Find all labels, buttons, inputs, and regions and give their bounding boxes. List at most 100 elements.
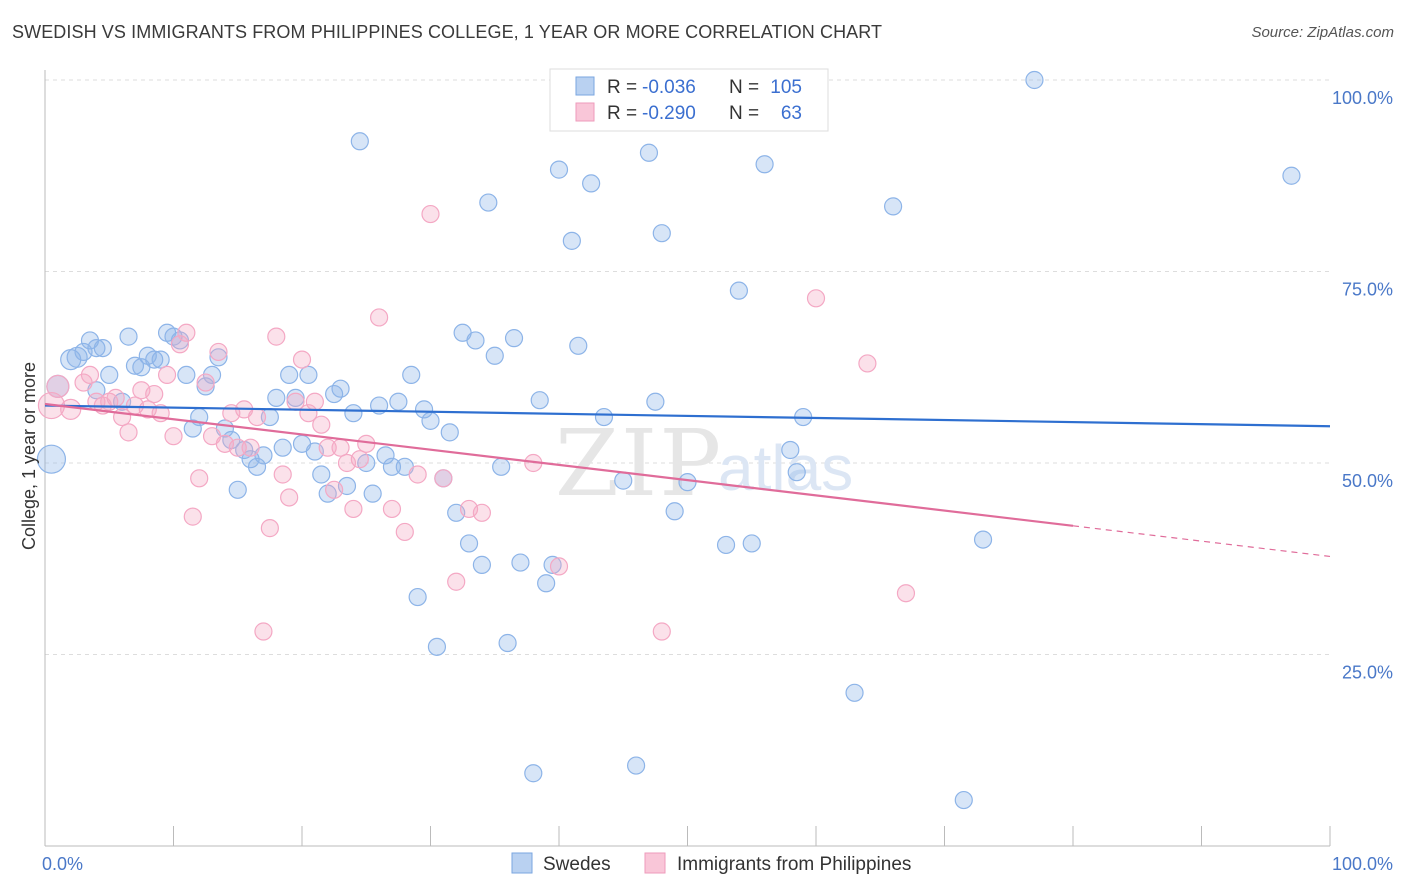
point-swedes <box>678 473 697 492</box>
point-swedes <box>344 404 363 423</box>
point-swedes <box>100 365 119 385</box>
point-swedes <box>382 457 402 476</box>
point-swedes <box>485 346 504 365</box>
point-swedes <box>280 365 299 385</box>
legend-swatch-philippines <box>575 102 595 122</box>
point-swedes <box>845 683 864 702</box>
point-swedes <box>363 484 382 503</box>
point-philippines <box>170 335 190 354</box>
point-swedes <box>511 553 530 572</box>
point-philippines <box>228 438 247 457</box>
point-philippines <box>241 438 260 457</box>
legend-r-label-1: R = <box>607 77 637 98</box>
point-swedes <box>247 457 267 476</box>
point-philippines <box>344 499 363 519</box>
point-philippines <box>260 519 279 538</box>
point-swedes <box>646 392 665 411</box>
series-legend-label-swedes: Swedes <box>543 854 611 875</box>
trend-line-swedes <box>44 404 1331 428</box>
series-legend-label-philippines: Immigrants from Philippines <box>677 854 911 875</box>
point-philippines <box>254 622 273 641</box>
series-legend: Swedes Immigrants from Philippines <box>511 852 911 875</box>
point-swedes <box>1282 166 1301 185</box>
y-tick-labels: 100.0% 75.0% 50.0% 25.0% <box>1332 88 1393 683</box>
point-swedes <box>427 637 447 656</box>
point-philippines <box>858 354 877 373</box>
point-philippines <box>145 384 164 404</box>
point-swedes <box>312 465 331 484</box>
point-swedes <box>414 400 434 419</box>
point-swedes <box>537 574 556 593</box>
legend-r-value-1: -0.036 <box>642 77 696 98</box>
point-swedes <box>119 327 138 346</box>
series-legend-swatch-philippines <box>644 852 666 874</box>
point-swedes <box>209 348 228 367</box>
point-swedes <box>273 438 292 457</box>
point-swedes <box>755 155 774 174</box>
y-tick-label: 100.0% <box>1332 88 1393 108</box>
legend-r-label-2: R = <box>607 103 637 124</box>
point-swedes <box>639 143 659 162</box>
point-philippines <box>209 342 228 362</box>
point-philippines <box>305 392 324 411</box>
point-swedes <box>299 365 318 385</box>
point-philippines <box>350 450 369 469</box>
x-tick-label-right: 100.0% <box>1332 854 1393 874</box>
point-swedes <box>742 534 761 553</box>
point-swedes <box>614 471 633 490</box>
series-legend-swatch-swedes <box>511 852 533 874</box>
point-philippines <box>395 522 414 542</box>
point-swedes <box>286 388 305 407</box>
point-swedes <box>562 231 581 250</box>
point-swedes <box>472 555 491 574</box>
point-swedes <box>177 365 196 385</box>
point-swedes <box>87 339 106 358</box>
point-swedes <box>466 331 485 350</box>
point-swedes <box>883 197 903 216</box>
point-swedes <box>331 379 350 398</box>
point-philippines <box>331 438 350 457</box>
point-swedes <box>524 764 543 783</box>
point-philippines <box>421 204 440 224</box>
legend-n-value-2: 63 <box>781 103 802 124</box>
point-swedes <box>267 388 286 407</box>
point-philippines <box>280 488 299 507</box>
legend-swatch-swedes <box>575 76 595 96</box>
point-swedes <box>402 365 421 385</box>
point-swedes <box>543 555 562 574</box>
point-philippines <box>273 465 292 484</box>
point-philippines <box>164 427 183 446</box>
point-swedes <box>954 790 973 810</box>
point-philippines <box>80 365 100 385</box>
point-swedes <box>350 132 369 151</box>
point-swedes <box>973 530 993 549</box>
point-philippines <box>119 423 138 442</box>
point-swedes <box>125 356 145 375</box>
point-philippines <box>370 308 389 327</box>
point-philippines <box>247 407 267 427</box>
point-philippines <box>325 480 344 499</box>
point-swedes <box>652 224 671 243</box>
x-axis-ticks <box>44 826 1331 846</box>
point-philippines <box>106 388 125 407</box>
point-philippines <box>46 374 70 398</box>
point-swedes <box>569 336 588 355</box>
point-philippines <box>292 350 312 369</box>
point-swedes <box>36 444 67 474</box>
point-swedes <box>787 463 806 482</box>
correlation-legend: R = -0.036 N = 105 R = -0.290 N = 63 <box>549 68 829 132</box>
point-philippines <box>652 622 671 641</box>
x-tick-label-left: 0.0% <box>42 854 83 874</box>
point-swedes <box>196 377 215 396</box>
legend-r-value-2: -0.290 <box>642 103 696 124</box>
point-swedes <box>498 633 517 653</box>
point-philippines <box>60 398 82 420</box>
point-philippines <box>183 507 202 526</box>
legend-n-label-2: N = <box>729 103 759 124</box>
y-axis-title: College, 1 year or more <box>19 362 39 550</box>
trend-line-philippines <box>44 402 1074 527</box>
point-swedes <box>594 407 614 427</box>
grid-lines <box>45 79 1330 655</box>
point-philippines <box>157 365 177 385</box>
point-philippines <box>472 503 491 522</box>
